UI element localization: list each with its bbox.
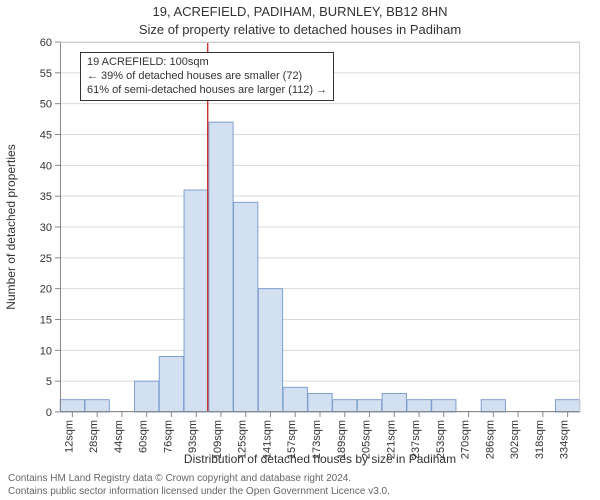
- x-tick-label: 12sqm: [63, 420, 75, 453]
- y-tick-label: 35: [40, 191, 52, 203]
- annotation-line1: 19 ACREFIELD: 100sqm: [87, 56, 327, 70]
- x-tick-label: 60sqm: [138, 420, 150, 453]
- x-tick-label: 44sqm: [113, 420, 125, 453]
- y-tick-label: 40: [40, 160, 52, 172]
- y-tick-label: 10: [40, 345, 52, 357]
- y-tick-label: 50: [40, 99, 52, 111]
- x-tick-label: 28sqm: [88, 420, 100, 453]
- y-tick-label: 20: [40, 284, 52, 296]
- footer-line2: Contains public sector information licen…: [8, 486, 390, 499]
- y-axis-label: Number of detached properties: [4, 42, 18, 412]
- y-tick-label: 5: [46, 376, 52, 388]
- attribution-footer: Contains HM Land Registry data © Crown c…: [8, 473, 390, 498]
- y-tick-label: 25: [40, 253, 52, 265]
- x-tick-label: 93sqm: [187, 420, 199, 453]
- y-tick-label: 15: [40, 315, 52, 327]
- y-tick-label: 60: [40, 37, 52, 49]
- page-title: 19, ACREFIELD, PADIHAM, BURNLEY, BB12 8H…: [0, 4, 600, 19]
- annotation-box: 19 ACREFIELD: 100sqm ← 39% of detached h…: [80, 52, 334, 101]
- annotation-line3: 61% of semi-detached houses are larger (…: [87, 84, 327, 98]
- y-tick-label: 0: [46, 407, 52, 419]
- y-tick-label: 55: [40, 68, 52, 80]
- x-axis-label: Distribution of detached houses by size …: [60, 452, 580, 466]
- annotation-line2: ← 39% of detached houses are smaller (72…: [87, 70, 327, 84]
- page-subtitle: Size of property relative to detached ho…: [0, 22, 600, 37]
- y-tick-label: 45: [40, 130, 52, 142]
- x-tick-label: 76sqm: [162, 420, 174, 453]
- y-tick-label: 30: [40, 222, 52, 234]
- footer-line1: Contains HM Land Registry data © Crown c…: [8, 473, 390, 486]
